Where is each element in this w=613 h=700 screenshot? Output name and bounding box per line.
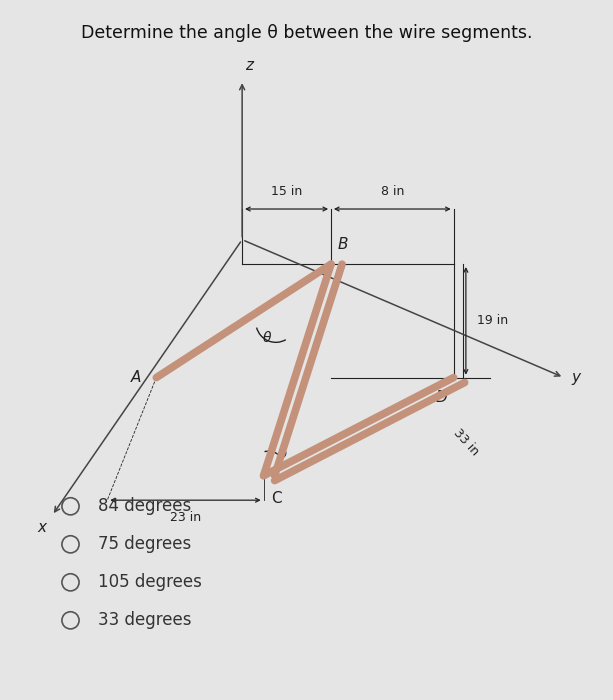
- Text: 19 in: 19 in: [477, 314, 508, 328]
- Text: 33 in: 33 in: [451, 426, 481, 458]
- Text: 33 degrees: 33 degrees: [98, 611, 192, 629]
- Text: $\theta$: $\theta$: [262, 330, 272, 345]
- Text: y: y: [571, 370, 581, 385]
- Text: 105 degrees: 105 degrees: [98, 573, 202, 592]
- Text: A: A: [131, 370, 141, 385]
- Text: 84 degrees: 84 degrees: [98, 497, 191, 515]
- Text: D: D: [436, 390, 447, 405]
- Text: C: C: [271, 491, 281, 506]
- Text: 15 in: 15 in: [271, 185, 302, 198]
- Text: 8 in: 8 in: [381, 185, 404, 198]
- Text: Determine the angle θ between the wire segments.: Determine the angle θ between the wire s…: [81, 25, 532, 43]
- Text: B: B: [337, 237, 348, 252]
- Text: 23 in: 23 in: [170, 511, 201, 524]
- Text: $\phi$: $\phi$: [276, 445, 287, 463]
- Text: x: x: [37, 520, 46, 536]
- Text: 75 degrees: 75 degrees: [98, 536, 191, 553]
- Text: z: z: [245, 58, 253, 73]
